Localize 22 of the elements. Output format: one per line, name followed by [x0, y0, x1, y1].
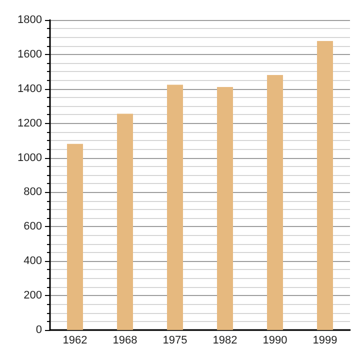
- bar: [267, 74, 283, 330]
- bar: [117, 114, 133, 330]
- bar: [217, 86, 233, 330]
- y-tick-label: 1200: [18, 117, 42, 130]
- y-tick-label: 1600: [18, 48, 42, 60]
- x-tick-label: 1975: [162, 334, 188, 346]
- bar: [167, 84, 183, 330]
- x-tick-label: 1982: [212, 334, 238, 346]
- bar: [67, 144, 83, 330]
- x-tick-label: 1990: [262, 334, 288, 346]
- y-tick-label: 1400: [18, 82, 42, 95]
- x-tick-label: 1962: [62, 334, 88, 346]
- y-tick-label: 200: [24, 290, 42, 302]
- y-tick-label: 800: [24, 186, 42, 198]
- y-tick-label: 600: [24, 220, 42, 233]
- y-tick-label: 0: [36, 324, 42, 336]
- y-tick-label: 1000: [18, 152, 42, 164]
- x-tick-label: 1999: [312, 334, 338, 346]
- bar: [317, 41, 333, 330]
- y-tick-label: 1800: [18, 14, 42, 26]
- y-tick-label: 400: [24, 255, 42, 268]
- x-tick-label: 1968: [112, 334, 138, 346]
